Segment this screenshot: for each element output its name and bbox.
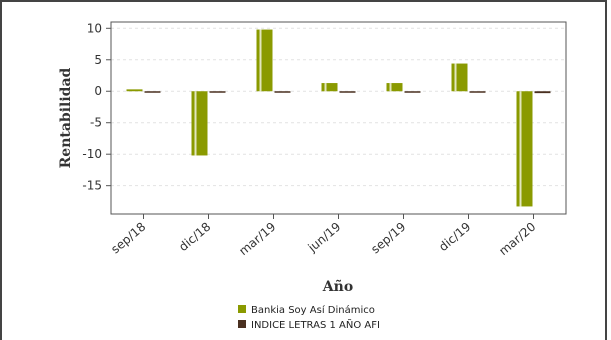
x-tick-label: jun/19: [305, 220, 344, 256]
x-tick-label: mar/19: [236, 220, 278, 259]
bar-highlight: [324, 83, 327, 92]
y-tick-label: -5: [90, 116, 102, 130]
x-axis-title: Año: [322, 278, 353, 295]
bar: [469, 91, 486, 93]
grid-lines: [111, 27, 566, 187]
x-tick-label: sep/19: [368, 220, 408, 257]
legend-label: INDICE LETRAS 1 AÑO AFI: [251, 318, 380, 331]
bar: [321, 83, 338, 92]
y-axis-title: Rentabilidad: [58, 67, 74, 168]
y-axis-ticks: 10 5 0 -5 -10 -15: [82, 21, 111, 193]
x-tick-label: dic/19: [436, 220, 473, 254]
bar: [451, 63, 468, 92]
bar: [534, 91, 551, 94]
y-tick-label: -10: [82, 147, 102, 161]
bar-highlight: [519, 91, 522, 207]
bar: [126, 89, 143, 92]
y-tick-label: 5: [94, 53, 102, 67]
x-tick-label: sep/18: [108, 220, 148, 257]
x-tick-label: dic/18: [176, 220, 213, 254]
bar: [339, 91, 356, 93]
legend-swatch: [238, 320, 246, 328]
bar: [516, 91, 533, 207]
bar-highlight: [194, 91, 197, 156]
x-axis-ticks: sep/18 dic/18 mar/19 jun/19 sep/19 dic/19 mar/…: [108, 214, 538, 258]
y-tick-label: 10: [87, 21, 102, 35]
legend-label: Bankia Soy Así Dinámico: [251, 304, 375, 316]
x-tick-label: mar/20: [496, 220, 538, 259]
bar-highlight: [259, 29, 262, 92]
bar: [191, 91, 208, 156]
legend-swatch: [238, 305, 246, 313]
y-tick-label: -15: [82, 179, 102, 193]
y-tick-label: 0: [94, 84, 102, 98]
bar: [256, 29, 273, 92]
legend: Bankia Soy Así Dinámico INDICE LETRAS 1 A…: [238, 304, 380, 331]
bar: [404, 91, 421, 93]
bar-highlight: [454, 63, 457, 92]
bar-highlight: [389, 83, 392, 92]
bar: [274, 91, 291, 93]
bar: [386, 83, 403, 92]
bar: [209, 91, 226, 93]
bars: [126, 29, 551, 207]
bar: [144, 91, 161, 93]
